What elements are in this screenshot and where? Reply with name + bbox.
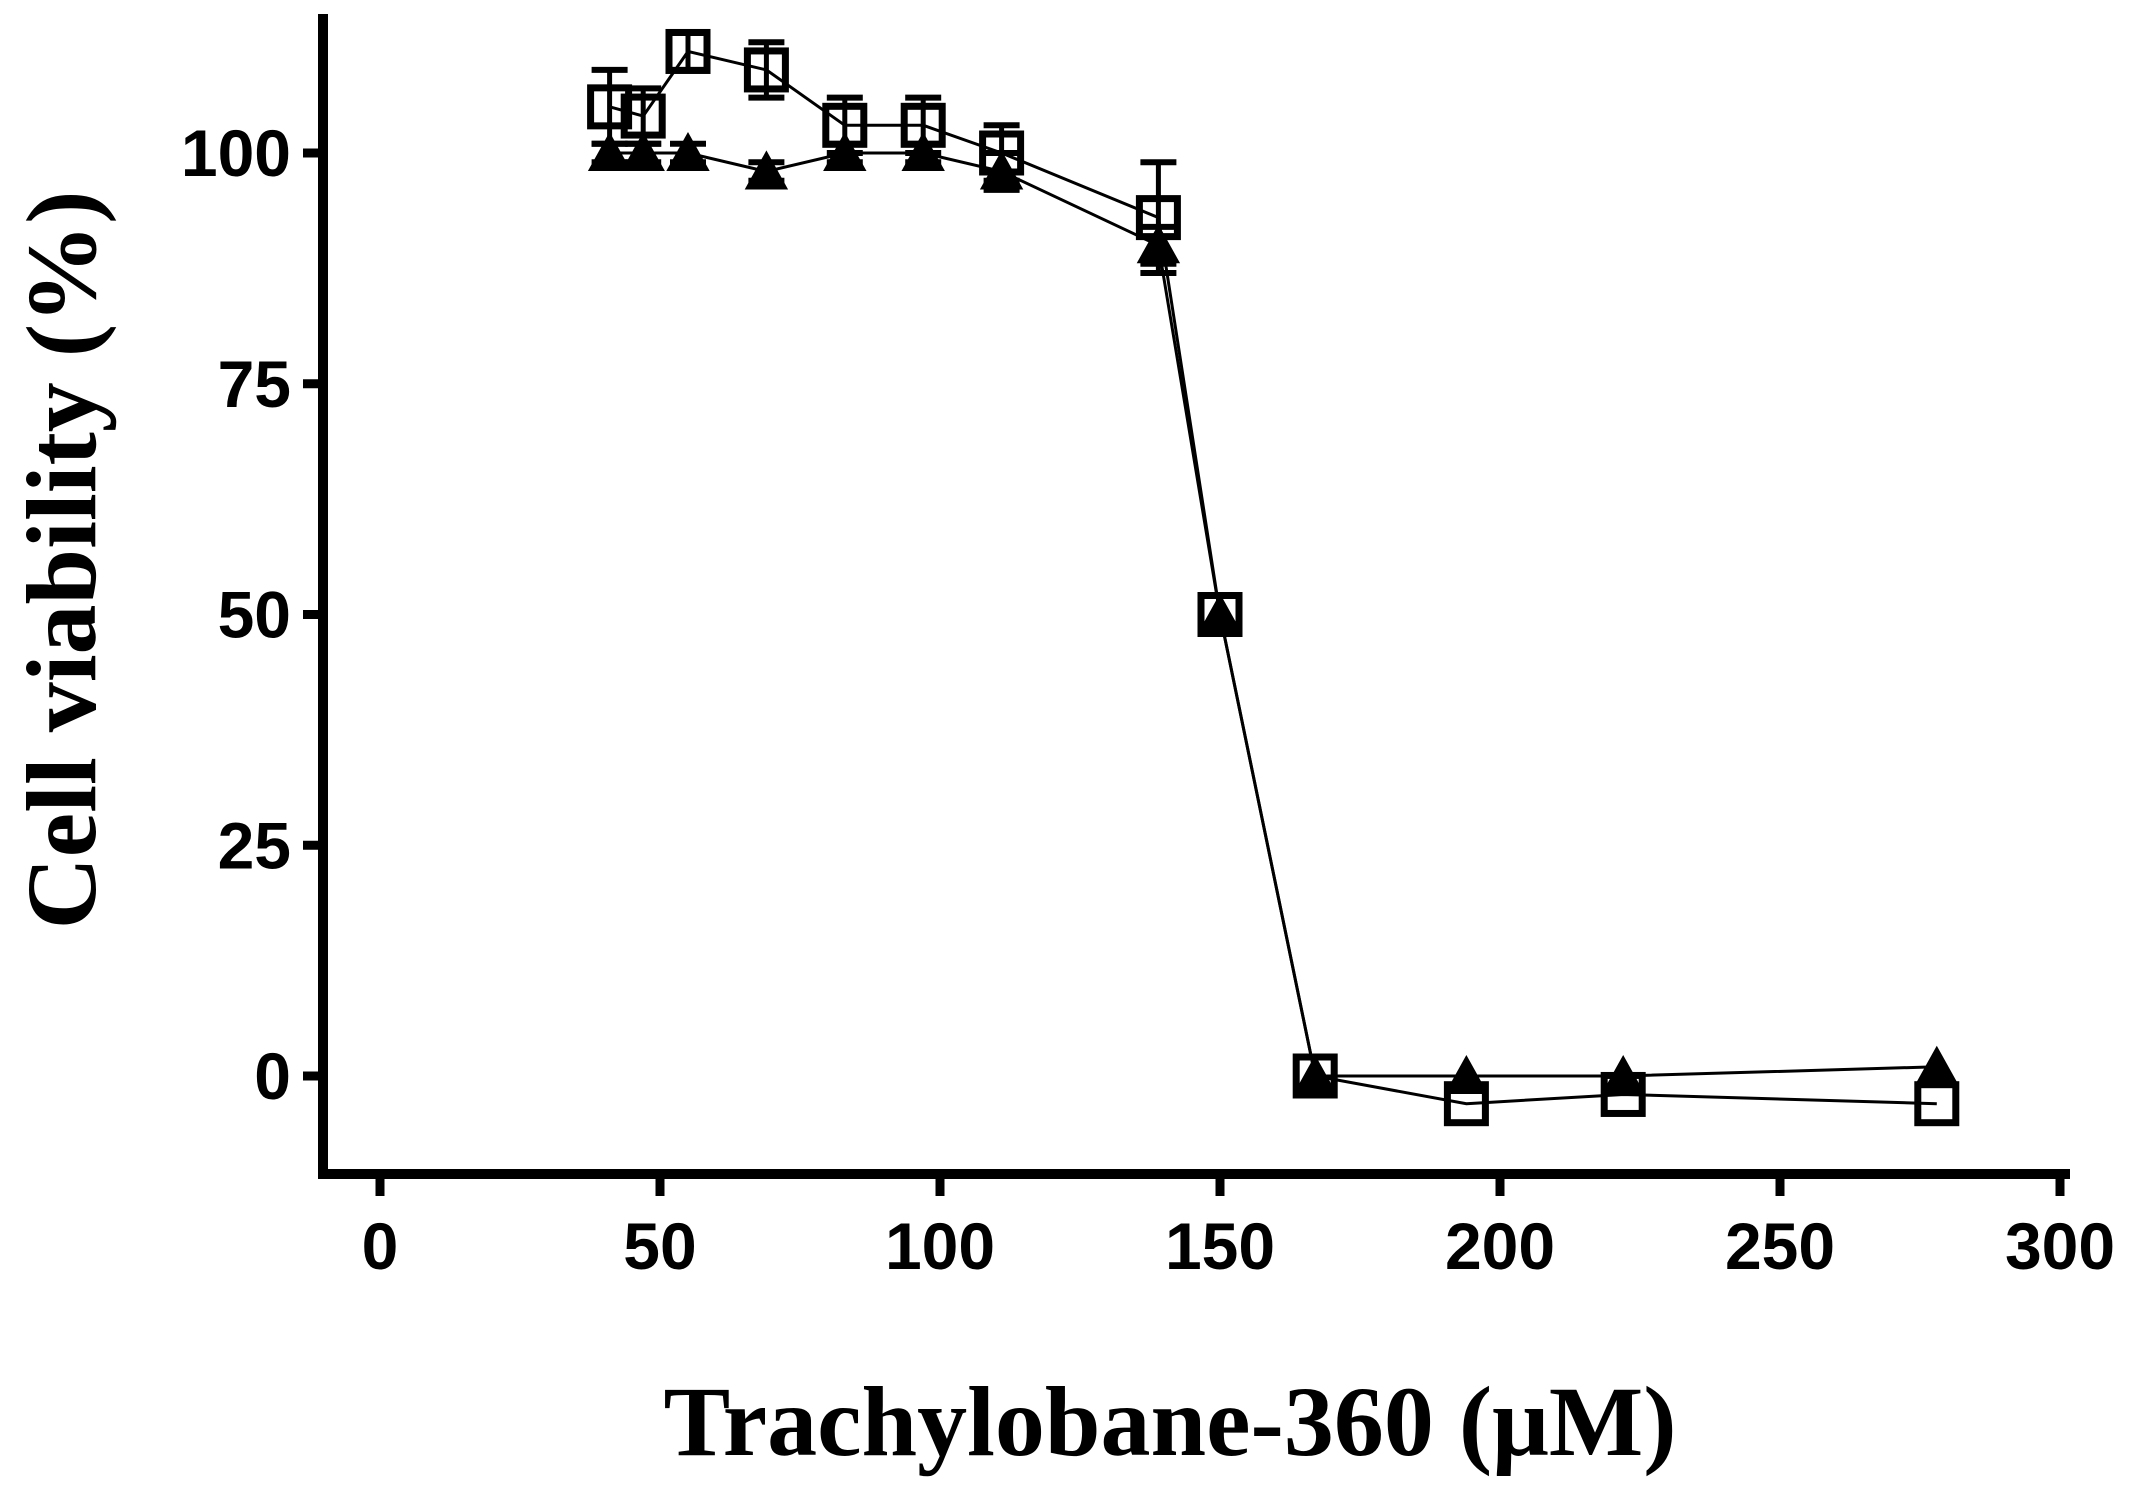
square-point-2 — [665, 28, 711, 74]
triangle-point-11 — [1601, 1054, 1645, 1094]
square-point-1 — [620, 93, 666, 139]
triangle-point-3 — [744, 150, 789, 190]
y-tick-label-50: 50 — [218, 578, 291, 652]
y-tick-label-75: 75 — [218, 347, 291, 421]
triangle-point-9 — [1293, 1054, 1337, 1094]
x-tick-label-100: 100 — [885, 1209, 995, 1283]
triangle-point-5 — [901, 131, 945, 171]
triangle-point-10 — [1444, 1054, 1489, 1094]
x-tick-label-0: 0 — [362, 1209, 399, 1283]
y-tick-label-100: 100 — [181, 116, 291, 190]
y-axis-title: Cell viability (%) — [6, 191, 117, 930]
x-tick-label-50: 50 — [623, 1209, 696, 1283]
series-1-line — [609, 49, 1937, 1106]
triangle-point-12 — [1915, 1045, 1959, 1085]
y-tick-label-25: 25 — [218, 808, 291, 882]
square-point-3 — [743, 47, 789, 93]
x-tick-label-200: 200 — [1445, 1209, 1555, 1283]
triangle-point-4 — [823, 131, 867, 171]
x-tick-label-250: 250 — [1725, 1209, 1835, 1283]
axes — [318, 14, 2070, 1179]
x-tick-label-300: 300 — [2005, 1209, 2115, 1283]
x-axis-title: Trachylobane-360 (μM) — [663, 1366, 1676, 1477]
square-point-0 — [587, 84, 633, 130]
triangle-point-1 — [621, 131, 665, 171]
x-tick-label-150: 150 — [1165, 1209, 1275, 1283]
triangle-point-8 — [1198, 593, 1242, 633]
triangle-point-2 — [666, 131, 710, 171]
triangle-point-6 — [979, 150, 1024, 190]
ticks: 0 25 50 75 100 0 50 100 150 200 250 300 — [181, 116, 2115, 1283]
square-point-12 — [1914, 1081, 1960, 1127]
triangle-point-0 — [587, 131, 632, 171]
y-tick-label-0: 0 — [254, 1039, 291, 1113]
triangle-point-7 — [1136, 224, 1181, 264]
series-2-line — [609, 151, 1937, 1078]
data-markers — [587, 28, 1960, 1127]
series-lines — [609, 49, 1937, 1106]
